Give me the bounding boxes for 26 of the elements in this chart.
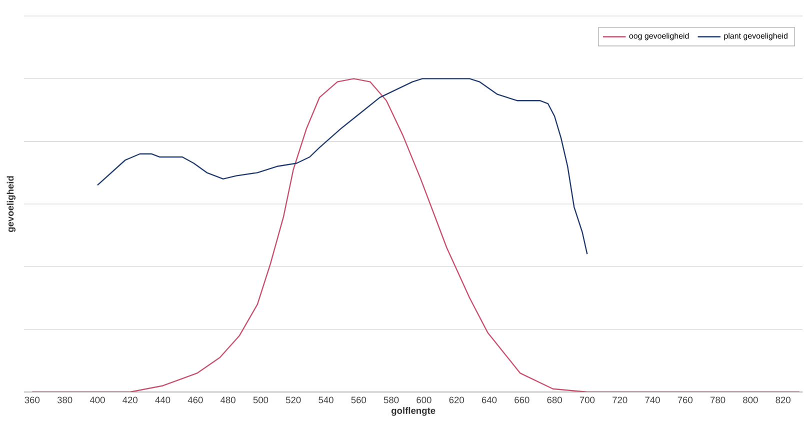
x-tick-label: 500 bbox=[253, 396, 268, 404]
x-tick-label: 440 bbox=[155, 396, 170, 404]
x-tick-label: 760 bbox=[678, 396, 693, 404]
x-tick-label: 540 bbox=[318, 396, 334, 404]
x-tick-label: 600 bbox=[416, 396, 432, 404]
x-tick-label: 640 bbox=[482, 396, 497, 404]
x-tick-label: 800 bbox=[743, 396, 758, 404]
x-tick-label: 820 bbox=[776, 396, 790, 404]
x-tick-label: 620 bbox=[449, 396, 464, 404]
x-tick-label: 580 bbox=[384, 396, 399, 404]
x-tick-label: 480 bbox=[220, 396, 236, 404]
x-tick-label: 520 bbox=[286, 396, 301, 404]
x-tick-label: 560 bbox=[351, 396, 366, 404]
x-tick-label: 680 bbox=[547, 396, 562, 404]
x-axis-title: golflengte bbox=[392, 407, 436, 416]
x-tick-label: 460 bbox=[188, 396, 203, 404]
x-tick-label: 380 bbox=[57, 396, 72, 404]
x-tick-label: 360 bbox=[24, 396, 40, 404]
x-tick-label: 400 bbox=[90, 396, 105, 404]
x-tick-label: 780 bbox=[710, 396, 726, 404]
x-tick-label: 740 bbox=[645, 396, 660, 404]
x-tick-label: 700 bbox=[580, 396, 595, 404]
y-axis-title: gevoeligheid bbox=[6, 176, 16, 232]
x-tick-label: 420 bbox=[122, 396, 138, 404]
x-tick-label: 660 bbox=[514, 396, 530, 404]
x-tick-label: 720 bbox=[612, 396, 628, 404]
